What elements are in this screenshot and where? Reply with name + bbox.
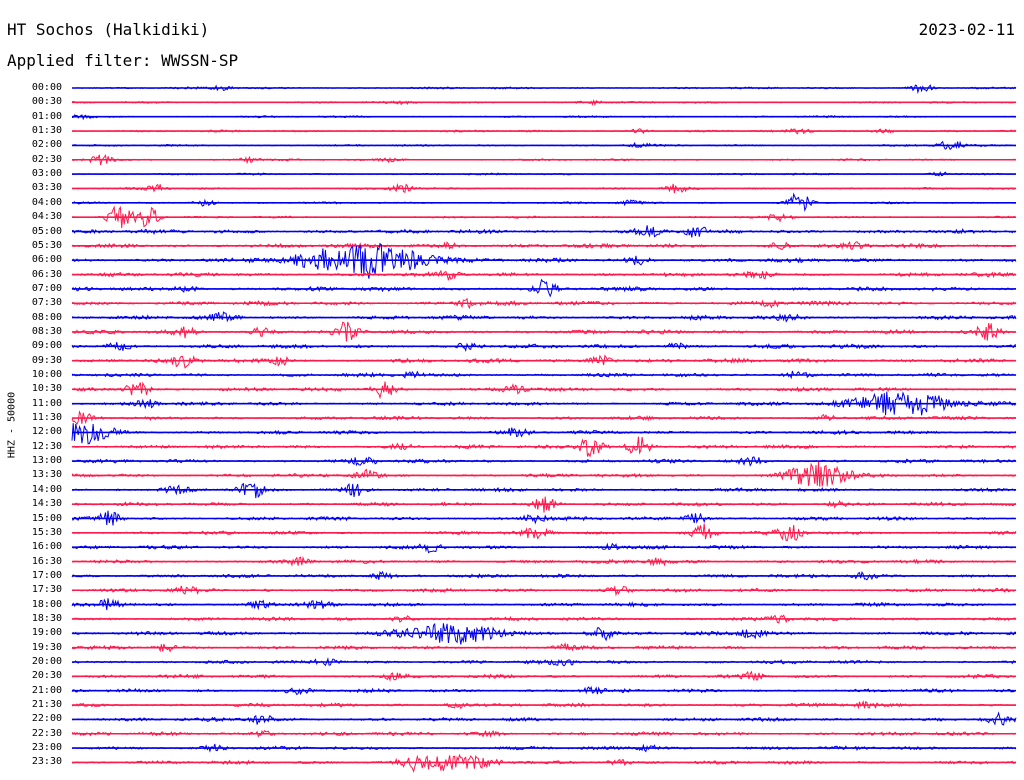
hour-label: 03:00 [31, 168, 62, 180]
hour-label: 12:00 [31, 426, 62, 438]
hour-label: 00:30 [31, 96, 62, 108]
trace-row-1330 [71, 461, 1017, 487]
station-title: HT Sochos (Halkidiki) [7, 20, 210, 39]
record-date: 2023-02-11 [918, 20, 1015, 39]
hour-label: 07:00 [31, 282, 62, 294]
hour-label: 02:00 [31, 139, 62, 151]
trace-row-0800 [71, 311, 1017, 323]
hour-label: 06:00 [31, 254, 62, 266]
hour-label: 18:00 [31, 598, 62, 610]
hour-label: 23:00 [31, 742, 62, 754]
hour-label: 11:00 [31, 397, 62, 409]
filter-label: Applied filter: WWSSN-SP [7, 51, 239, 70]
trace-row-1530 [71, 523, 1017, 542]
hour-label: 08:30 [31, 325, 62, 337]
hour-label: 04:00 [31, 196, 62, 208]
trace-row-0930 [71, 354, 1017, 369]
hour-label: 22:00 [31, 713, 62, 725]
hour-label: 19:00 [31, 627, 62, 639]
hour-label: 08:00 [31, 311, 62, 323]
hour-label: 05:30 [31, 239, 62, 251]
hour-label: 19:30 [31, 641, 62, 653]
hour-label: 11:30 [31, 412, 62, 424]
hour-label: 03:30 [31, 182, 62, 194]
trace-row-1400 [71, 482, 1017, 499]
trace-row-0600 [71, 242, 1017, 279]
hour-label: 01:30 [31, 125, 62, 137]
hour-label: 23:30 [31, 756, 62, 768]
hour-label: 21:00 [31, 684, 62, 696]
hour-label: 09:30 [31, 354, 62, 366]
hour-label: 18:30 [31, 612, 62, 624]
hour-label: 07:30 [31, 297, 62, 309]
hour-label: 14:30 [31, 498, 62, 510]
hour-label: 02:30 [31, 153, 62, 165]
hour-label: 01:00 [31, 110, 62, 122]
hour-label: 20:00 [31, 656, 62, 667]
hour-label: 10:00 [31, 369, 62, 380]
hour-label: 09:00 [31, 340, 62, 352]
hour-label: 15:30 [31, 526, 62, 538]
trace-row-0700 [71, 278, 1017, 298]
hour-label: 22:30 [31, 727, 62, 739]
hour-label: 17:30 [31, 584, 62, 596]
hour-label: 16:30 [31, 555, 62, 567]
hour-label: 12:30 [31, 440, 62, 452]
hour-label: 04:30 [31, 211, 62, 223]
trace-row-1600 [71, 542, 1017, 554]
hour-label: 06:30 [31, 268, 62, 280]
hour-label: 20:30 [31, 670, 62, 682]
hour-label: 05:00 [31, 225, 62, 237]
trace-row-0630 [71, 269, 1017, 281]
hour-label: 17:00 [31, 569, 62, 581]
hour-label: 00:00 [31, 82, 62, 93]
hour-label: 13:30 [31, 469, 62, 481]
hour-label: 10:30 [31, 383, 62, 395]
hour-label: 16:00 [31, 541, 62, 553]
trace-row-1200 [71, 423, 1017, 445]
hour-label: 15:00 [31, 512, 62, 524]
hour-label: 13:00 [31, 455, 62, 467]
hour-label: 14:00 [31, 483, 62, 495]
hour-label: 21:30 [31, 699, 62, 711]
